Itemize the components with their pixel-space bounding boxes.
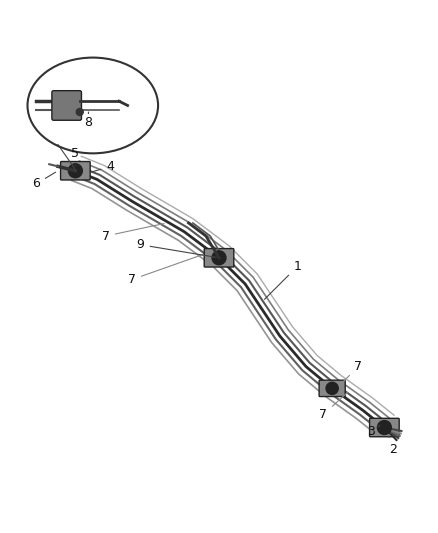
Text: 1: 1 [265,260,301,300]
Text: 4: 4 [91,160,114,173]
Text: 2: 2 [389,436,397,456]
Circle shape [76,109,83,116]
Text: 7: 7 [343,360,362,382]
Circle shape [378,421,391,434]
Circle shape [326,382,338,394]
Circle shape [212,251,226,265]
Text: 7: 7 [102,223,164,243]
Text: 6: 6 [32,172,56,190]
Text: 9: 9 [137,238,216,257]
FancyBboxPatch shape [319,380,345,397]
Circle shape [68,164,82,177]
FancyBboxPatch shape [60,161,90,180]
Text: 5: 5 [71,147,79,166]
Text: 7: 7 [128,254,203,286]
FancyBboxPatch shape [370,418,399,437]
Text: 3: 3 [367,425,380,438]
FancyBboxPatch shape [52,91,81,120]
FancyBboxPatch shape [204,248,234,267]
Text: 8: 8 [85,112,92,130]
Text: 7: 7 [319,392,347,421]
